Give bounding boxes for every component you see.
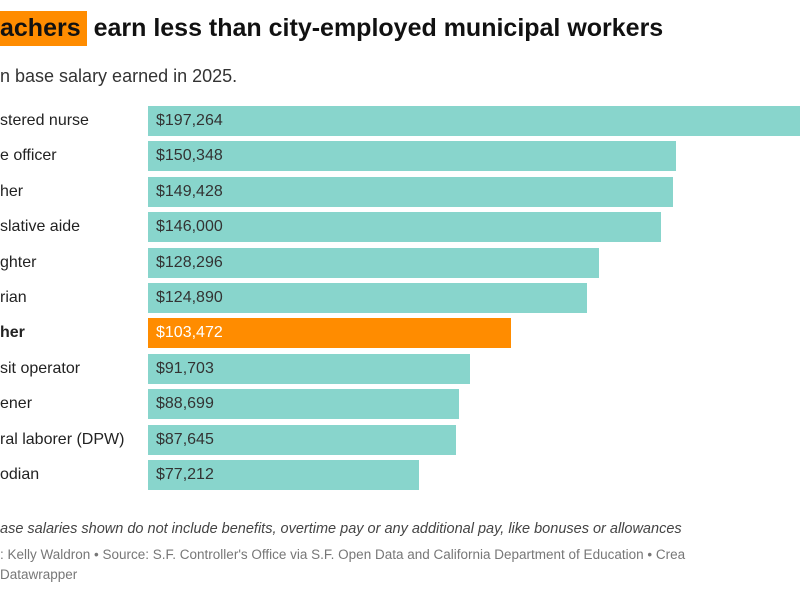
category-label: rian xyxy=(0,289,27,306)
chart-title: achers earn less than city-employed muni… xyxy=(0,11,664,46)
category-label: her xyxy=(0,182,24,200)
value-label: $103,472 xyxy=(156,324,223,342)
title-highlight: achers xyxy=(0,11,87,46)
bar xyxy=(148,460,420,490)
bar xyxy=(148,176,673,207)
category-label: ral laborer (DPW) xyxy=(0,430,125,448)
chart-note: ase salaries shown do not include benefi… xyxy=(0,521,682,537)
bar xyxy=(148,283,587,313)
value-label: $91,703 xyxy=(156,359,214,377)
category-label: ener xyxy=(0,395,33,413)
value-label: $197,264 xyxy=(156,112,223,129)
value-label: $88,699 xyxy=(156,395,214,413)
bar xyxy=(148,424,456,455)
value-label: $77,212 xyxy=(156,466,214,483)
value-label: $150,348 xyxy=(156,147,223,165)
category-label: sit operator xyxy=(0,359,81,377)
credit-datawrapper: Datawrapper xyxy=(0,567,78,582)
bar xyxy=(148,389,460,420)
value-label: $146,000 xyxy=(156,218,223,236)
category-label: e officer xyxy=(0,147,57,165)
category-label: stered nurse xyxy=(0,112,89,129)
category-label: odian xyxy=(0,466,40,483)
bar xyxy=(148,353,471,384)
value-label: $149,428 xyxy=(156,182,223,200)
value-label: $87,645 xyxy=(156,430,214,448)
category-label: slative aide xyxy=(0,218,81,236)
chart-subtitle: n base salary earned in 2025. xyxy=(0,66,238,86)
value-label: $128,296 xyxy=(156,253,223,271)
category-label: her xyxy=(0,324,25,342)
bar xyxy=(148,247,599,278)
bar xyxy=(148,212,661,243)
bar xyxy=(148,106,800,136)
value-label: $124,890 xyxy=(156,289,223,306)
title-rest: earn less than city-employed municipal w… xyxy=(86,14,664,42)
credit-line: : Kelly Waldron • Source: S.F. Controlle… xyxy=(0,547,686,562)
bar xyxy=(148,141,676,172)
category-label: ghter xyxy=(0,253,37,271)
bar xyxy=(148,318,512,349)
